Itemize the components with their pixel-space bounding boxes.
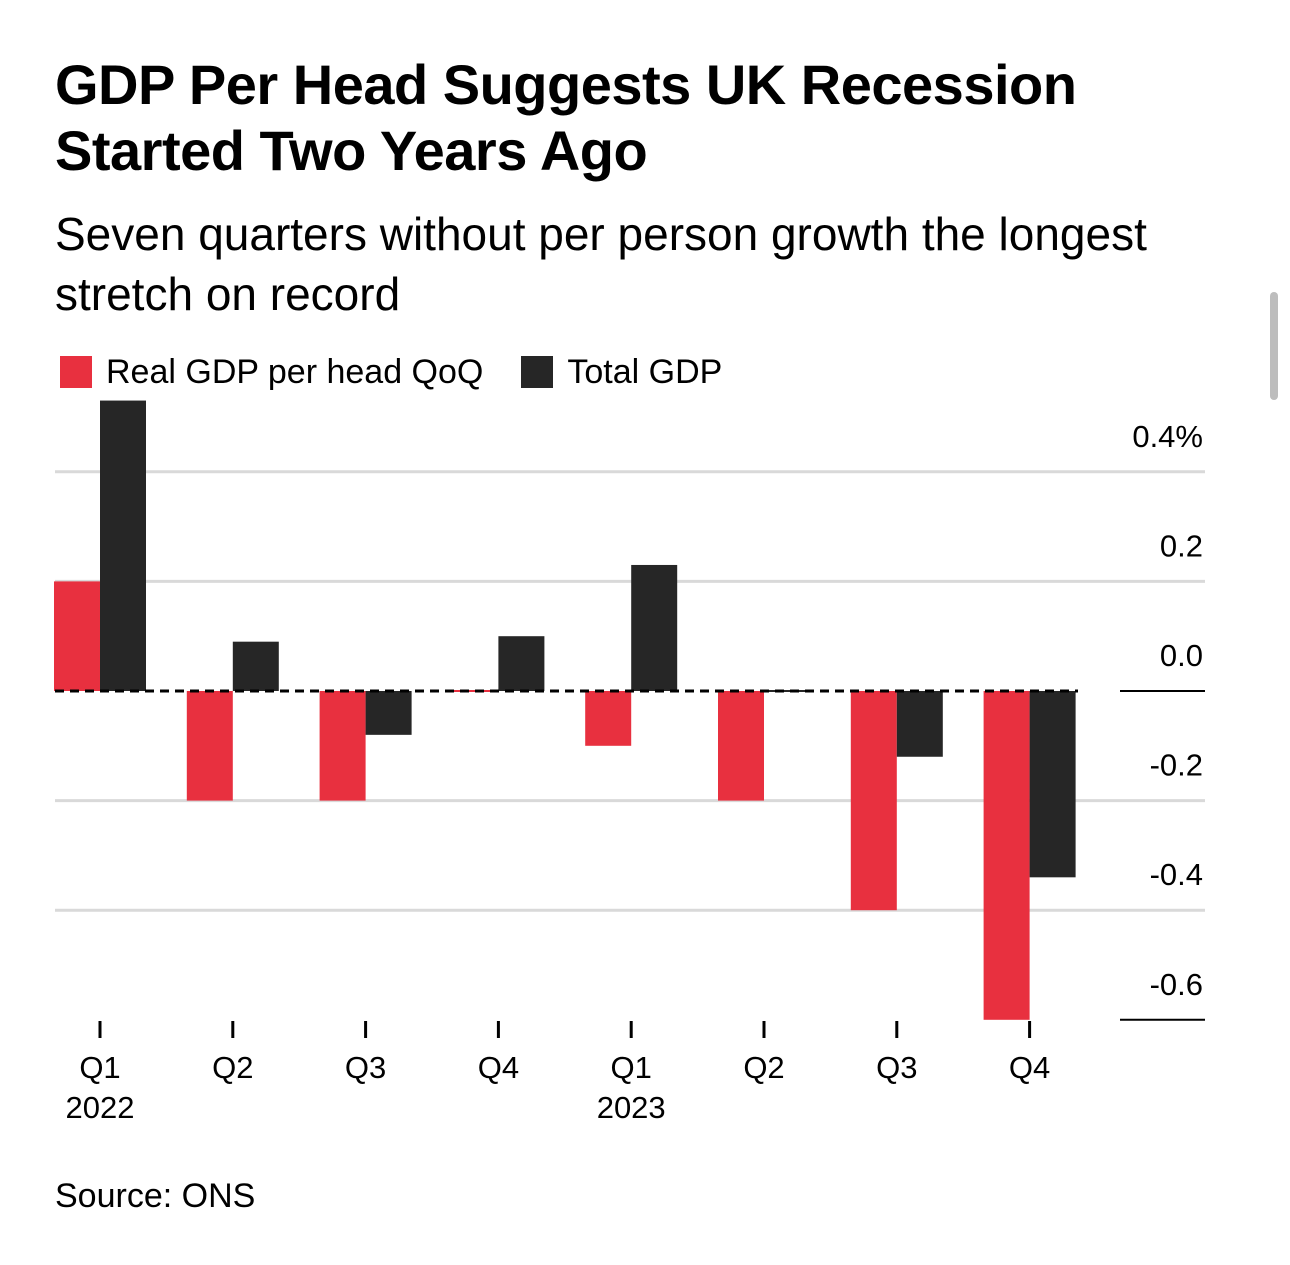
x-year-label: 2023 (597, 1090, 666, 1125)
chart-subtitle: Seven quarters without per person growth… (55, 208, 1147, 320)
bar-total-gdp (631, 564, 678, 691)
legend: Real GDP per head QoQ Total GDP (60, 350, 760, 394)
legend-swatch-red (60, 356, 92, 388)
y-tick-label: 0.2 (1160, 528, 1203, 563)
legend-item-total-gdp: Total GDP (521, 350, 722, 394)
y-tick-label: -0.4 (1150, 857, 1203, 892)
bar-total-gdp (365, 691, 412, 735)
x-tick-label: Q4 (1009, 1050, 1050, 1085)
x-tick-label: Q1 (79, 1050, 120, 1085)
bar-real-gdp-per-head (54, 581, 100, 691)
legend-label-total-gdp: Total GDP (567, 353, 723, 391)
legend-label-real-gdp-per-head: Real GDP per head QoQ (106, 353, 484, 391)
y-tick-label: 0.0 (1160, 638, 1203, 673)
y-tick-label: -0.2 (1150, 748, 1203, 783)
chart-title: GDP Per Head Suggests UK Recession Start… (55, 53, 1077, 182)
bar-total-gdp (764, 690, 810, 692)
bar-total-gdp (232, 641, 279, 691)
y-tick-label: -0.6 (1150, 967, 1203, 1002)
bar-total-gdp (100, 400, 146, 691)
scrollbar-thumb[interactable] (1270, 292, 1278, 400)
x-tick-label: Q4 (478, 1050, 519, 1085)
y-tick-label: 0.4% (1132, 419, 1203, 454)
x-year-label: 2022 (66, 1090, 135, 1125)
bar-total-gdp (1029, 691, 1076, 878)
legend-item-real-gdp-per-head: Real GDP per head QoQ (60, 350, 483, 394)
bar-real-gdp-per-head (850, 691, 897, 911)
bar-total-gdp (498, 636, 545, 691)
x-tick-label: Q2 (212, 1050, 253, 1085)
x-tick-label: Q2 (743, 1050, 784, 1085)
legend-swatch-black (521, 356, 554, 388)
x-tick-label: Q1 (611, 1050, 652, 1085)
bar-real-gdp-per-head (983, 691, 1030, 1020)
bar-total-gdp (896, 691, 943, 757)
bar-real-gdp-per-head (319, 691, 366, 801)
x-tick-label: Q3 (345, 1050, 386, 1085)
x-tick-label: Q3 (876, 1050, 917, 1085)
bar-real-gdp-per-head (718, 691, 764, 801)
bar-real-gdp-per-head (585, 691, 632, 746)
bar-real-gdp-per-head (186, 691, 233, 801)
source-note: Source: ONS (55, 1177, 256, 1215)
